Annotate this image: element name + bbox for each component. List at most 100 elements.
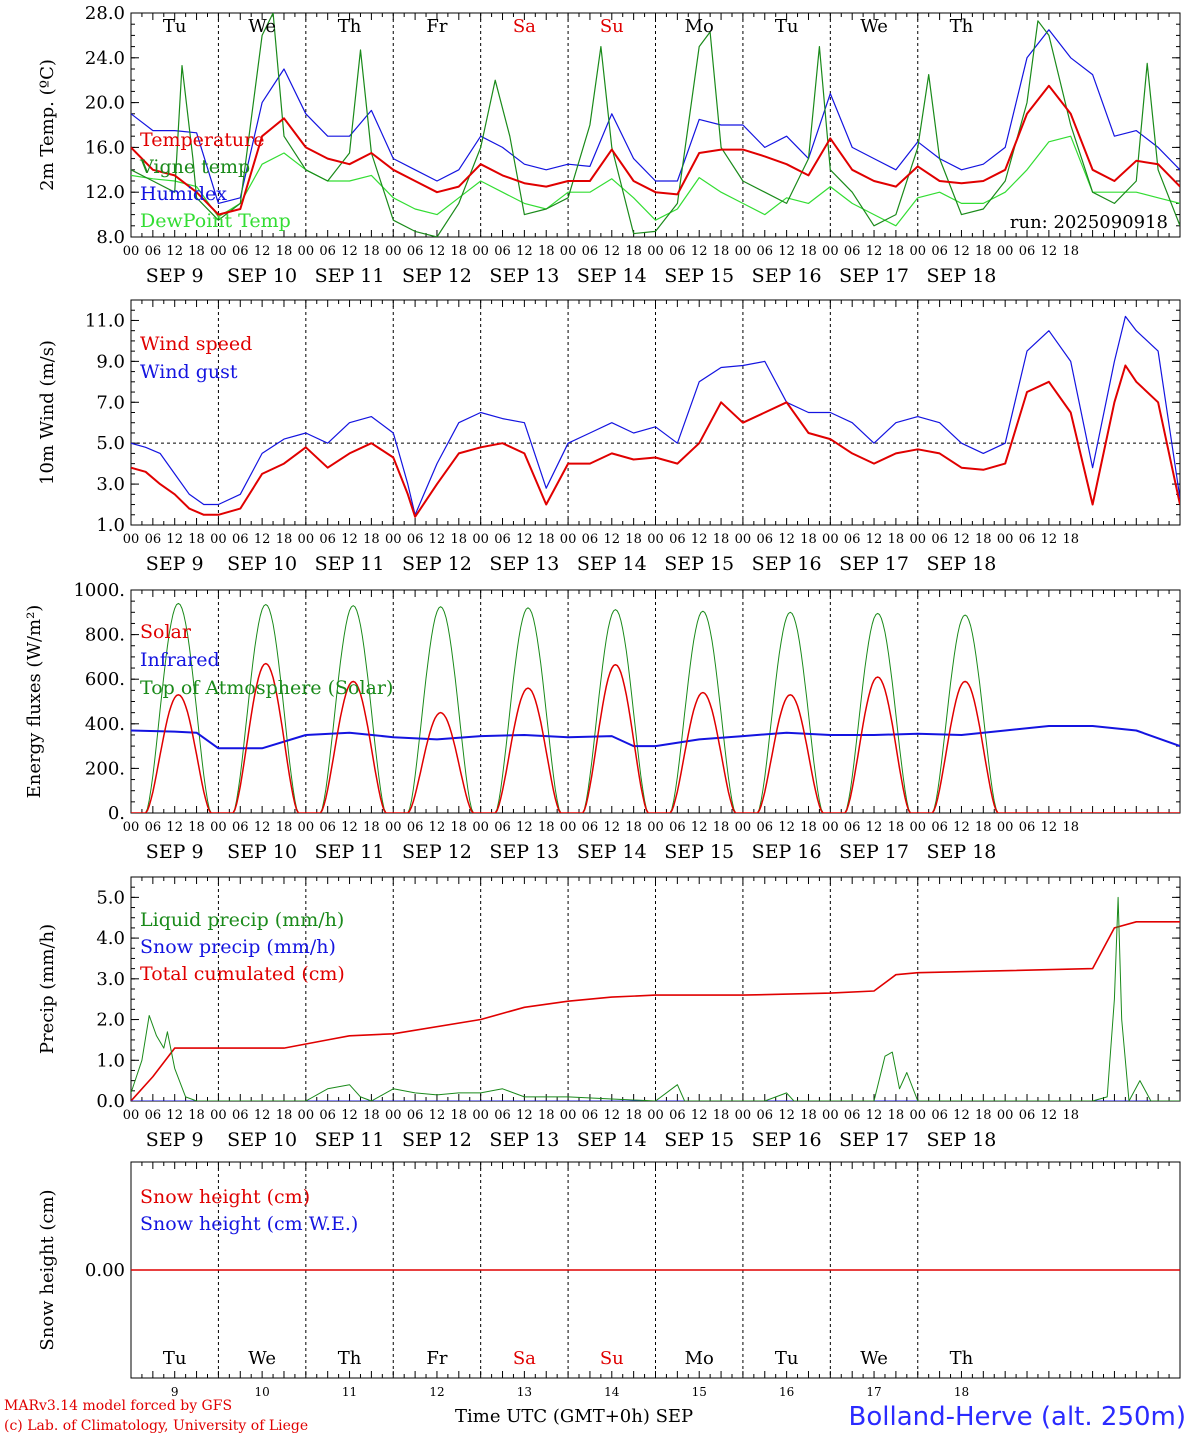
hour-label: 18 [800, 244, 817, 259]
legend-entry: Top of Atmosphere (Solar) [140, 677, 393, 699]
hour-label: 00 [560, 820, 577, 835]
series-line-liquid-precip-mm-h- [131, 896, 1180, 1101]
day-name: Tu [775, 1348, 799, 1369]
hour-label: 18 [451, 244, 468, 259]
hour-label: 18 [1062, 1108, 1079, 1123]
panel-5: 0.00 Snow height (cm) Snow height (cm) Snow… [37, 1161, 1181, 1399]
hour-label: 18 [625, 532, 642, 547]
day-name: Th [338, 16, 362, 37]
hour-label: 00 [298, 1108, 315, 1123]
date-label: SEP 18 [927, 553, 997, 575]
y-tick-label: 8.0 [96, 227, 125, 248]
hour-label: 18 [276, 532, 293, 547]
day-number: 15 [692, 1385, 707, 1399]
hour-label: 18 [188, 244, 205, 259]
y-tick-label: 0. [108, 803, 125, 824]
day-name: Fr [426, 1348, 447, 1369]
hour-label: 18 [276, 1108, 293, 1123]
hour-label: 18 [975, 244, 992, 259]
plot-frame [130, 589, 1181, 814]
date-label: SEP 10 [227, 553, 297, 575]
hour-label: 12 [254, 820, 271, 835]
y-tick-label: 1.0 [96, 1050, 125, 1071]
hour-label: 06 [232, 244, 249, 259]
hour-label: 18 [800, 820, 817, 835]
date-label: SEP 13 [489, 553, 559, 575]
date-label: SEP 13 [489, 841, 559, 863]
hour-label: 18 [188, 820, 205, 835]
series-line-solar [131, 662, 1180, 813]
hour-label: 18 [363, 532, 380, 547]
hour-label: 06 [319, 244, 336, 259]
hour-label: 18 [888, 244, 905, 259]
hour-label: 00 [997, 244, 1014, 259]
hour-label: 00 [560, 244, 577, 259]
y-tick-label: 9.0 [96, 351, 125, 372]
panel-1: 8.0 12.0 16.0 20.0 24.0 28.0 2m Temp. (ºC) Temp… [37, 3, 1181, 287]
hour-label: 12 [953, 244, 970, 259]
station-name: Bolland-Herve (alt. 250m) [848, 1402, 1187, 1432]
day-name: We [248, 1348, 276, 1369]
run-label: run: 2025090918 [1010, 212, 1168, 233]
day-number: 9 [171, 1385, 179, 1399]
hour-label: 06 [844, 532, 861, 547]
hour-label: 18 [1062, 244, 1079, 259]
legend-entry: Wind speed [140, 333, 252, 355]
hour-label: 12 [866, 532, 883, 547]
hour-label: 06 [1019, 1108, 1036, 1123]
hour-label: 06 [669, 1108, 686, 1123]
hour-label: 00 [472, 532, 489, 547]
hour-label: 12 [429, 1108, 446, 1123]
y-tick-label: 12.0 [85, 182, 125, 203]
hour-label: 06 [756, 532, 773, 547]
date-label: SEP 17 [839, 1129, 909, 1151]
date-label: SEP 11 [315, 1129, 385, 1151]
hour-label: 12 [166, 244, 183, 259]
day-name: We [860, 16, 888, 37]
y-tick-label: 400. [85, 714, 125, 735]
hour-label: 12 [429, 244, 446, 259]
day-number: 12 [429, 1385, 444, 1399]
hour-label: 06 [756, 1108, 773, 1123]
y-axis-label: Energy fluxes (W/m²) [24, 605, 45, 799]
hour-label: 00 [647, 532, 664, 547]
day-number: 11 [342, 1385, 357, 1399]
hour-label: 06 [844, 1108, 861, 1123]
hour-label: 00 [735, 532, 752, 547]
y-tick-label: 0.00 [85, 1260, 125, 1281]
model-credit: MARv3.14 model forced by GFS [4, 1398, 233, 1414]
hour-label: 06 [931, 1108, 948, 1123]
hour-label: 00 [123, 244, 140, 259]
date-label: SEP 13 [489, 265, 559, 287]
date-label: SEP 14 [577, 841, 647, 863]
date-label: SEP 9 [146, 841, 204, 863]
date-label: SEP 12 [402, 553, 472, 575]
hour-label: 18 [1062, 532, 1079, 547]
day-name: We [860, 1348, 888, 1369]
day-name: We [248, 16, 276, 37]
hour-label: 06 [931, 820, 948, 835]
panel-3: 0. 200. 400. 600. 800. 1000. Energy fluxes (W/… [24, 580, 1181, 863]
hour-label: 12 [604, 244, 621, 259]
plot-frame [130, 299, 1181, 526]
hour-label: 00 [647, 820, 664, 835]
hour-label: 00 [210, 532, 227, 547]
hour-label: 06 [407, 820, 424, 835]
hour-label: 12 [429, 532, 446, 547]
hour-label: 06 [494, 532, 511, 547]
hour-label: 06 [756, 820, 773, 835]
series-line-temperature [131, 84, 1180, 216]
hour-label: 12 [166, 1108, 183, 1123]
hour-label: 18 [363, 244, 380, 259]
day-name: Mo [685, 16, 714, 37]
hour-label: 12 [778, 820, 795, 835]
hour-label: 00 [909, 1108, 926, 1123]
hour-label: 18 [363, 820, 380, 835]
day-name: Su [600, 1348, 624, 1369]
hour-label: 06 [145, 244, 162, 259]
series-line-top-of-atmosphere-solar- [131, 602, 1180, 813]
date-label: SEP 14 [577, 265, 647, 287]
hour-label: 00 [560, 1108, 577, 1123]
hour-label: 12 [1041, 820, 1058, 835]
hour-label: 06 [582, 820, 599, 835]
